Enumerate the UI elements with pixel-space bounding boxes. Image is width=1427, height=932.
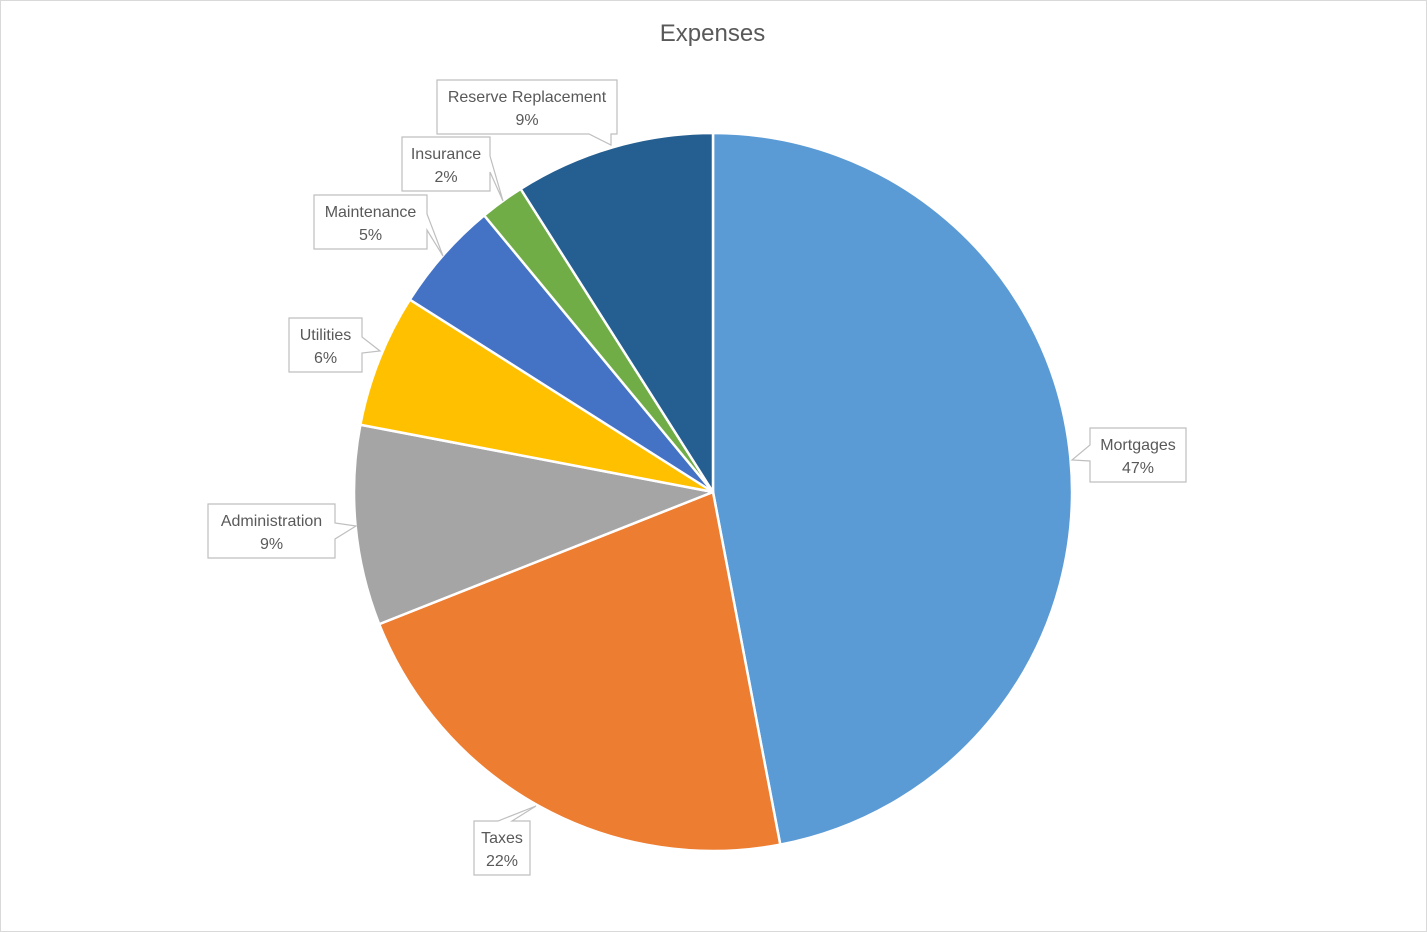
data-label-administration: Administration 9% xyxy=(207,503,358,559)
data-label-category: Maintenance xyxy=(325,204,417,221)
data-label-percent: 22% xyxy=(486,853,518,870)
data-label-category: Administration xyxy=(221,513,322,530)
data-label-taxes: Taxes 22% xyxy=(473,805,537,876)
data-label-percent: 2% xyxy=(434,169,457,186)
data-label-category: Mortgages xyxy=(1100,437,1176,454)
data-label-percent: 9% xyxy=(260,536,283,553)
slice-mortgages xyxy=(711,131,1074,846)
data-label-insurance: Insurance 2% xyxy=(401,136,504,202)
slice-taxes xyxy=(377,490,782,853)
slice-reserve-replacement xyxy=(519,131,715,494)
data-label-mortgages: Mortgages 47% xyxy=(1070,427,1187,483)
data-label-category: Taxes xyxy=(481,830,523,847)
callout-box xyxy=(473,805,537,876)
data-label-utilities: Utilities 6% xyxy=(288,317,382,373)
callout-box xyxy=(401,136,504,202)
data-label-percent: 5% xyxy=(359,227,382,244)
data-label-maintenance: Maintenance 5% xyxy=(313,194,444,257)
data-label-percent: 6% xyxy=(314,350,337,367)
callout-box xyxy=(288,317,382,373)
callout-box xyxy=(1070,427,1187,483)
data-label-percent: 9% xyxy=(515,112,538,129)
data-label-reserve-replacement: Reserve Replacement 9% xyxy=(436,79,618,146)
callout-box xyxy=(313,194,444,257)
callout-box xyxy=(436,79,618,146)
data-label-category: Insurance xyxy=(411,146,481,163)
chart-title: Expenses xyxy=(659,20,766,47)
data-label-category: Reserve Replacement xyxy=(448,89,607,106)
data-label-category: Utilities xyxy=(300,327,352,344)
slice-utilities xyxy=(359,298,715,494)
data-label-percent: 47% xyxy=(1122,460,1154,477)
callout-box xyxy=(207,503,358,559)
